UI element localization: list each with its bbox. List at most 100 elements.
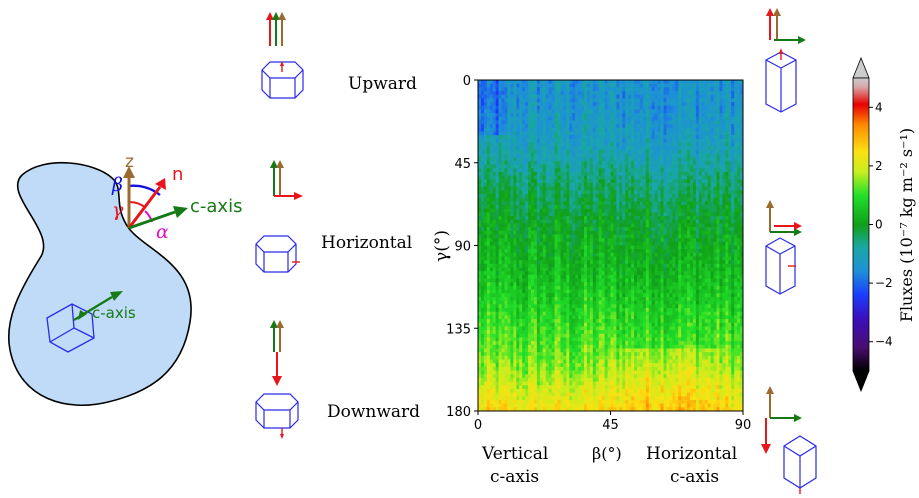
heatmap-cell	[687, 205, 691, 210]
heatmap-cell	[704, 219, 709, 225]
heatmap-cell	[734, 135, 738, 140]
heatmap-cell	[483, 238, 488, 243]
heatmap-cell	[725, 135, 729, 140]
heatmap-cell	[581, 223, 585, 228]
heatmap-cell	[569, 194, 573, 199]
heatmap-cell	[687, 149, 691, 155]
heatmap-cell	[692, 223, 697, 228]
heatmap-cell	[607, 164, 612, 169]
heatmap-cell	[681, 98, 685, 103]
heatmap-cell	[589, 175, 594, 180]
heatmap-cell	[492, 274, 497, 280]
heatmap-cell	[675, 80, 679, 85]
heatmap-cell	[704, 135, 709, 140]
heatmap-cell	[483, 131, 488, 136]
heatmap-cell	[563, 260, 567, 265]
heatmap-cell	[681, 230, 685, 236]
heatmap-cell	[525, 208, 529, 213]
heatmap-cell	[701, 182, 706, 188]
heatmap-cell	[690, 249, 694, 254]
heatmap-cell	[542, 113, 547, 118]
heatmap-cell	[575, 127, 579, 133]
heatmap-cell	[710, 113, 715, 118]
heatmap-cell	[637, 83, 641, 88]
heatmap-cell	[531, 263, 535, 269]
heatmap-cell	[569, 197, 573, 202]
heatmap-cell	[628, 98, 632, 103]
heatmap-cell	[622, 80, 626, 85]
heatmap-cell	[666, 113, 670, 118]
heatmap-cell	[651, 160, 656, 166]
heatmap-cell	[657, 216, 662, 221]
heatmap-cell	[622, 105, 626, 111]
heatmap-cell	[572, 274, 576, 280]
heatmap-cell	[533, 164, 538, 169]
heatmap-cell	[616, 83, 620, 88]
heatmap-cell	[719, 190, 723, 195]
heatmap-cell	[654, 94, 659, 99]
heatmap-cell	[728, 146, 732, 151]
heatmap-cell	[722, 142, 726, 147]
heatmap-cell	[616, 98, 620, 103]
heatmap-cell	[625, 201, 629, 206]
heatmap-cell	[480, 194, 485, 199]
heatmap-cell	[504, 135, 509, 140]
heatmap-cell	[704, 160, 709, 166]
heatmap-cell	[678, 153, 682, 158]
heatmap-cell	[657, 201, 662, 206]
heatmap-cell	[740, 260, 743, 265]
heatmap-cell	[681, 127, 685, 133]
heatmap-cell	[528, 98, 532, 103]
heatmap-cell	[486, 91, 491, 96]
heatmap-cell	[684, 135, 688, 140]
heatmap-cell	[557, 260, 562, 265]
heatmap-cell	[722, 205, 726, 210]
heatmap-cell	[569, 157, 573, 162]
heatmap-cell	[637, 146, 641, 151]
heatmap-cell	[531, 274, 535, 280]
heatmap-cell	[589, 252, 594, 258]
heatmap-cell	[510, 142, 514, 147]
heatmap-cell	[539, 142, 544, 147]
heatmap-cell	[669, 230, 673, 236]
heatmap-cell	[663, 197, 668, 202]
heatmap-cell	[634, 208, 638, 213]
heatmap-cell	[639, 157, 644, 162]
heatmap-cell	[548, 271, 553, 276]
heatmap-cell	[598, 223, 603, 228]
heatmap-cell	[675, 230, 679, 236]
heatmap-cell	[525, 153, 529, 158]
heatmap-cell	[657, 98, 662, 103]
heatmap-cell	[601, 164, 606, 169]
heatmap-cell	[663, 127, 668, 133]
heatmap-cell	[586, 263, 591, 269]
heatmap-cell	[728, 127, 732, 133]
heatmap-cell	[681, 223, 685, 228]
heatmap-cell	[513, 263, 517, 269]
heatmap-cell	[566, 109, 570, 114]
heatmap-cell	[660, 94, 665, 99]
heatmap-cell	[525, 168, 529, 173]
heatmap-cell	[548, 131, 553, 136]
heatmap-cell	[725, 91, 729, 96]
heatmap-cell	[480, 160, 485, 166]
heatmap-cell	[639, 216, 644, 221]
heatmap-cell	[531, 105, 535, 111]
heatmap-cell	[681, 109, 685, 114]
heatmap-cell	[554, 171, 559, 177]
heatmap-cell	[592, 208, 597, 213]
heatmap-cell	[707, 223, 712, 228]
heatmap-cell	[734, 120, 738, 125]
heatmap-cell	[533, 212, 538, 217]
heatmap-cell	[625, 234, 629, 239]
heatmap-cell	[740, 197, 743, 202]
heatmap-cell	[725, 179, 729, 184]
heatmap-cell	[542, 149, 547, 155]
heatmap-cell	[601, 216, 606, 221]
heatmap-cell	[584, 263, 588, 269]
heatmap-cell	[498, 238, 503, 243]
heatmap-cell	[578, 212, 582, 217]
heatmap-cell	[669, 116, 673, 122]
heatmap-cell	[701, 216, 706, 221]
heatmap-cell	[592, 102, 597, 107]
